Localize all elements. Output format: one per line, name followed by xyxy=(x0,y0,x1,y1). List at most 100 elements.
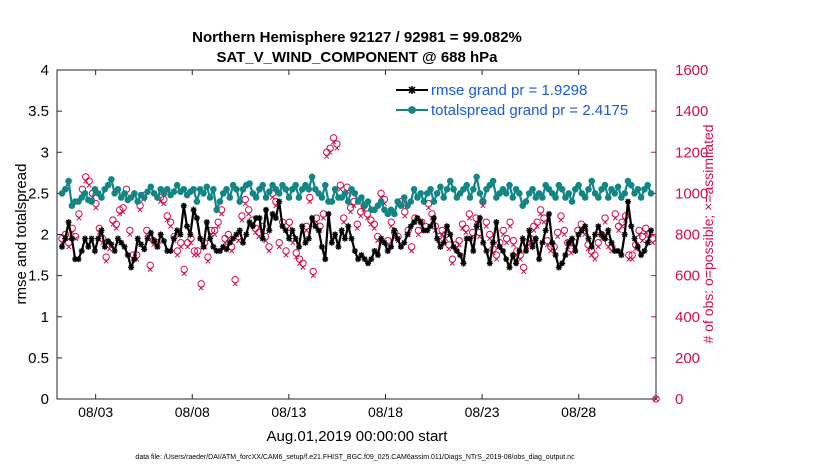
totalspread-point xyxy=(111,190,118,197)
y-right-tick-label: 1200 xyxy=(675,144,708,161)
totalspread-point xyxy=(308,173,316,181)
totalspread-point xyxy=(315,190,322,197)
obs-assimilated-point xyxy=(534,223,540,229)
totalspread-point xyxy=(601,181,609,189)
chart-subtitle: SAT_V_WIND_COMPONENT @ 688 hPa xyxy=(216,49,498,66)
totalspread-point xyxy=(519,202,526,210)
y-right-tick-label: 0 xyxy=(675,391,683,408)
rmse-point xyxy=(516,247,523,254)
obs-possible-point xyxy=(485,230,494,239)
totalspread-point xyxy=(173,181,181,189)
obs-possible-point xyxy=(333,140,341,148)
axis-ticks: 0 0.5 1 1.5 2 2.5 3 3.5 4 0 200 400 600 800 1000 1200 14… xyxy=(28,62,708,420)
obs-assimilated-point xyxy=(639,238,645,244)
rmse-point xyxy=(305,235,312,242)
obs-assimilated-point xyxy=(531,227,537,233)
obs-assimilated-point xyxy=(235,238,242,244)
obs-possible-point xyxy=(448,255,457,263)
totalspread-point xyxy=(611,190,619,197)
totalspread-point xyxy=(98,194,105,201)
obs-assimilated-point xyxy=(476,234,483,240)
totalspread-point xyxy=(473,173,480,181)
obs-assimilated-point xyxy=(168,223,174,229)
totalspread-point xyxy=(81,190,89,197)
legend-spread-label: totalspread grand pr = 2.4175 xyxy=(431,102,628,119)
obs-assimilated-point xyxy=(218,211,225,217)
totalspread-point xyxy=(193,198,201,205)
totalspread-point xyxy=(585,185,592,193)
rmse-point xyxy=(467,235,474,242)
totalspread-point xyxy=(644,181,652,189)
rmse-point xyxy=(631,235,638,242)
legend-rmse-marker xyxy=(408,86,416,94)
rmse-point xyxy=(572,247,579,254)
rmse-point xyxy=(575,231,582,238)
totalspread-point xyxy=(140,194,148,201)
obs-assimilated-point xyxy=(463,229,469,235)
obs-possible-point xyxy=(194,247,202,255)
y-right-tick-label: 600 xyxy=(675,268,700,285)
totalspread-point xyxy=(147,183,155,191)
totalspread-point xyxy=(506,181,513,189)
obs-assimilated-point xyxy=(327,149,333,155)
obs-assimilated-point xyxy=(229,248,235,254)
totalspread-point xyxy=(371,206,378,214)
obs-assimilated-point xyxy=(110,221,116,227)
rmse-point xyxy=(315,227,322,234)
totalspread-point xyxy=(236,198,243,205)
totalspread-point xyxy=(344,198,352,205)
totalspread-point xyxy=(443,185,451,193)
totalspread-point xyxy=(154,194,161,201)
rmse-point xyxy=(75,256,82,263)
y-left-tick-label: 2 xyxy=(41,227,49,244)
rmse-point xyxy=(388,243,395,250)
rmse-point xyxy=(223,246,230,253)
rmse-point xyxy=(295,243,302,250)
rmse-point xyxy=(335,243,342,250)
rmse-point xyxy=(302,239,309,246)
y-left-tick-label: 3.5 xyxy=(28,103,49,120)
rmse-point xyxy=(437,243,444,250)
totalspread-point xyxy=(423,190,431,197)
obs-possible-point xyxy=(143,226,151,235)
obs-possible-point xyxy=(166,218,175,226)
totalspread-point xyxy=(407,198,415,205)
obs-assimilated-point xyxy=(239,217,245,223)
obs-possible-point xyxy=(363,210,372,218)
rmse-point xyxy=(473,223,480,230)
obs-assimilated-point xyxy=(561,231,567,238)
obs-assimilated-point xyxy=(487,236,493,242)
rmse-point xyxy=(341,235,348,242)
totalspread-point xyxy=(312,185,319,193)
rmse-point xyxy=(585,235,592,242)
rmse-point xyxy=(187,231,194,238)
obs-possible-point xyxy=(509,236,518,245)
obs-assimilated-point xyxy=(595,244,601,250)
totalspread-point xyxy=(502,190,510,197)
obs-assimilated-point xyxy=(558,217,564,223)
totalspread-point xyxy=(420,198,428,205)
totalspread-point xyxy=(647,190,655,197)
rmse-point xyxy=(565,239,572,246)
obs-assimilated-point xyxy=(544,242,550,248)
y-left-tick-label: 0 xyxy=(41,391,49,408)
obs-assimilated-point xyxy=(76,215,82,221)
obs-assimilated-point xyxy=(415,231,421,238)
rmse-point xyxy=(578,227,585,234)
rmse-point xyxy=(598,231,605,238)
obs-possible-point xyxy=(601,214,609,222)
rmse-point xyxy=(157,231,164,238)
totalspread-point xyxy=(627,181,635,189)
rmse-point xyxy=(417,219,424,226)
rmse-point xyxy=(62,235,69,242)
rmse-point xyxy=(111,247,118,254)
obs-possible-point xyxy=(95,224,104,233)
rmse-point xyxy=(509,252,516,259)
totalspread-point xyxy=(608,185,615,193)
totalspread-point xyxy=(321,181,329,189)
obs-assimilated-point xyxy=(147,266,153,273)
totalspread-point xyxy=(180,185,188,193)
totalspread-point xyxy=(216,198,224,205)
rmse-point xyxy=(569,235,576,242)
obs-possible-point xyxy=(506,218,514,226)
